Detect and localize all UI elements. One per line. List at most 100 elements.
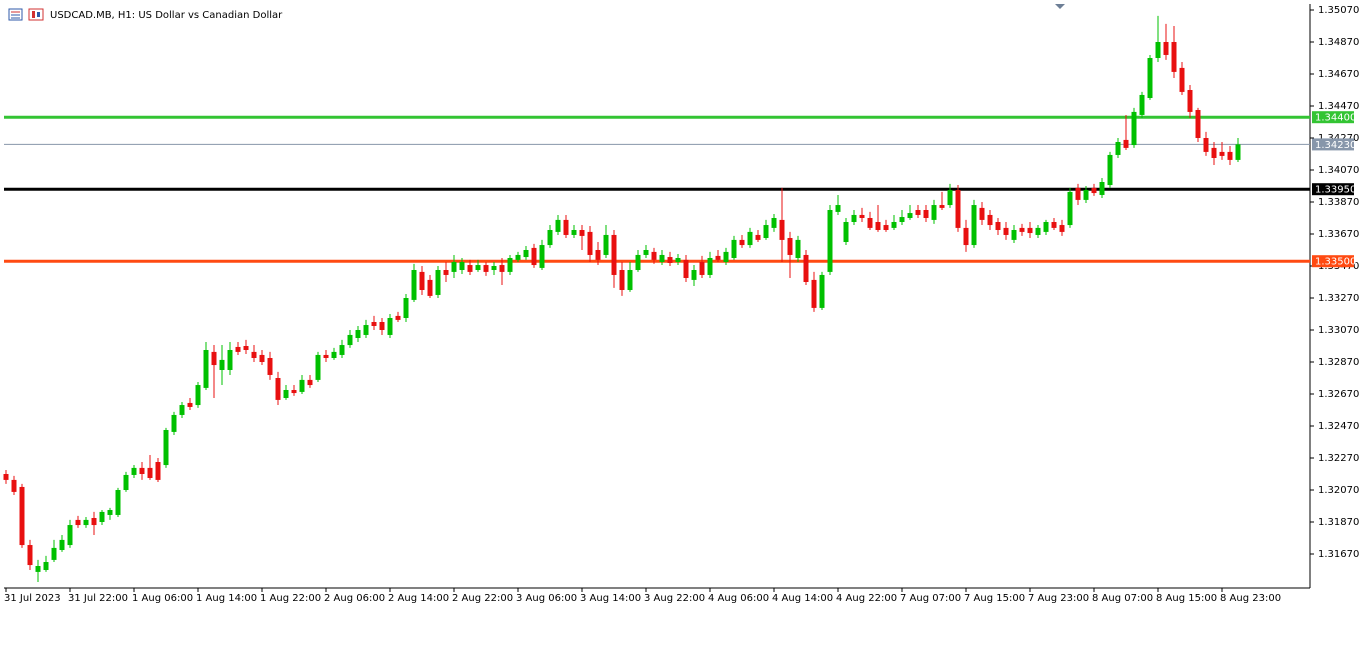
- x-tick-label: 8 Aug 07:00: [1092, 593, 1153, 604]
- price-tag-label: 1.33500: [1315, 257, 1356, 268]
- candle-body: [51, 547, 57, 560]
- candle-body: [851, 214, 857, 222]
- y-tick-label: 1.33870: [1318, 197, 1359, 208]
- candle-body: [971, 205, 977, 246]
- y-tick-label: 1.32470: [1318, 421, 1359, 432]
- candle-body: [259, 354, 265, 362]
- candle-body: [1179, 67, 1185, 92]
- candle-body: [483, 265, 489, 272]
- candle-body: [723, 251, 729, 262]
- x-tick-label: 1 Aug 14:00: [196, 593, 257, 604]
- candle-body: [651, 251, 657, 260]
- candle-body: [475, 265, 481, 270]
- candle-body: [443, 270, 449, 275]
- candle-body: [683, 259, 689, 278]
- candle-body: [91, 518, 97, 526]
- x-tick-label: 2 Aug 14:00: [388, 593, 449, 604]
- candles: [3, 15, 1241, 582]
- candle-body: [891, 222, 897, 228]
- candle-body: [171, 414, 177, 432]
- x-tick-label: 7 Aug 07:00: [900, 593, 961, 604]
- y-tick-label: 1.32670: [1318, 389, 1359, 400]
- x-tick-label: 4 Aug 22:00: [836, 593, 897, 604]
- candle-body: [355, 330, 361, 338]
- candle-body: [1099, 182, 1105, 195]
- candle-body: [515, 254, 521, 260]
- x-tick-label: 8 Aug 15:00: [1156, 593, 1217, 604]
- candle-body: [699, 262, 705, 275]
- candle-body: [1091, 187, 1097, 194]
- candle-body: [603, 234, 609, 255]
- y-tick-label: 1.34470: [1318, 101, 1359, 112]
- candle-body: [691, 270, 697, 280]
- candle-body: [923, 210, 929, 218]
- candle-body: [3, 474, 9, 480]
- x-tick-label: 8 Aug 23:00: [1220, 593, 1281, 604]
- candle-body: [347, 334, 353, 346]
- candle-body: [843, 222, 849, 242]
- candle-body: [523, 250, 529, 258]
- candle-body: [659, 254, 665, 262]
- candle-body: [939, 205, 945, 208]
- y-tick-label: 1.32270: [1318, 453, 1359, 464]
- candle-body: [587, 231, 593, 255]
- price-tag-label: 1.33950: [1315, 185, 1356, 196]
- candle-body: [331, 351, 337, 358]
- candle-body: [1003, 227, 1009, 235]
- candle-body: [571, 230, 577, 235]
- chart-title: USDCAD.MB, H1: US Dollar vs Canadian Dol…: [50, 10, 283, 21]
- candle-body: [1155, 42, 1161, 58]
- candle-body: [739, 239, 745, 246]
- candle-body: [459, 262, 465, 270]
- candle-body: [803, 254, 809, 282]
- y-tick-label: 1.31870: [1318, 517, 1359, 528]
- icon-bar: [37, 12, 40, 17]
- candle-body: [339, 345, 345, 355]
- candle-body: [875, 222, 881, 230]
- candle-body: [267, 358, 273, 375]
- candle-body: [643, 250, 649, 255]
- candle-body: [931, 205, 937, 220]
- y-tick-label: 1.31670: [1318, 549, 1359, 560]
- candle-body: [1043, 222, 1049, 232]
- candle-body: [731, 239, 737, 258]
- candle-body: [307, 379, 313, 386]
- candle-body: [323, 354, 329, 358]
- y-tick-label: 1.34670: [1318, 69, 1359, 80]
- candle-body: [547, 230, 553, 246]
- candle-body: [859, 214, 865, 218]
- candle-body: [123, 474, 129, 490]
- candle-body: [163, 430, 169, 466]
- x-tick-label: 7 Aug 23:00: [1028, 593, 1089, 604]
- candle-body: [435, 270, 441, 295]
- candle-body: [827, 210, 833, 272]
- price-tag: [1312, 255, 1354, 268]
- candle-body: [315, 354, 321, 380]
- candle-body: [667, 257, 673, 263]
- candle-body: [75, 519, 81, 526]
- candle-body: [763, 225, 769, 238]
- icon-symbol: [28, 8, 44, 21]
- candle-body: [1059, 225, 1065, 232]
- candle-body: [867, 218, 873, 228]
- candle-body: [1163, 42, 1169, 55]
- candle-body: [1067, 191, 1073, 226]
- candle-body: [139, 467, 145, 474]
- x-tick-label: 2 Aug 22:00: [452, 593, 513, 604]
- candle-body: [1027, 227, 1033, 234]
- candle-body: [715, 255, 721, 260]
- candle-body: [115, 490, 121, 515]
- candle-body: [811, 279, 817, 308]
- candle-body: [1147, 58, 1153, 98]
- x-tick-label: 3 Aug 14:00: [580, 593, 641, 604]
- candle-body: [835, 205, 841, 212]
- candle-body: [531, 247, 537, 266]
- candle-body: [1083, 190, 1089, 200]
- y-tick-label: 1.33670: [1318, 229, 1359, 240]
- y-tick-label: 1.35070: [1318, 5, 1359, 16]
- price-tag: [1312, 183, 1354, 196]
- candle-body: [1011, 230, 1017, 240]
- candle-body: [795, 239, 801, 258]
- candle-body: [1019, 227, 1025, 232]
- candle-body: [1107, 154, 1113, 186]
